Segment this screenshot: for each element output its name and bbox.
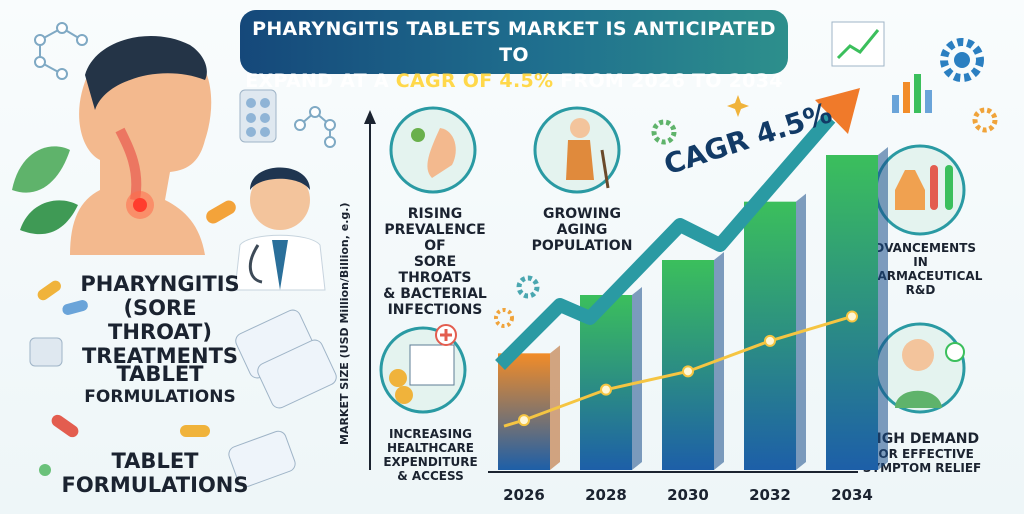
mini-line-chart-icon: [831, 21, 885, 67]
headline-banner: PHARYNGITIS TABLETS MARKET IS ANTICIPATE…: [240, 10, 788, 92]
bar-2026: [498, 353, 550, 470]
blister-pack-icon: [228, 309, 337, 488]
trend-point-2032: [764, 334, 776, 347]
driver-label-line: EXPENDITURE: [383, 455, 478, 469]
x-tick-2034: 2034: [831, 486, 873, 504]
driver-label-line: & BACTERIAL: [383, 286, 487, 302]
y-axis-label: MARKET SIZE (USD Million/Billion, e.g.): [338, 202, 351, 446]
treatments-label: PHARYNGITIS (SORE THROAT) TREATMENTS: [75, 272, 245, 368]
driver-label-line: AGING: [556, 222, 608, 238]
gear-icon: [651, 119, 677, 145]
leaf-icon: [12, 146, 70, 193]
bar-side-2028: [632, 287, 642, 470]
treatments-label-line: TREATMENTS: [81, 344, 239, 368]
molecule-icon: [294, 106, 336, 148]
headline-cagr-highlight: CAGR OF 4.5%: [395, 70, 554, 92]
y-axis-arrowhead: [364, 110, 376, 124]
headline-line-1: PHARYNGITIS TABLETS MARKET IS ANTICIPATE…: [252, 18, 776, 66]
x-tick-2028: 2028: [585, 486, 627, 504]
driver-label-line: PREVALENCE OF: [384, 222, 486, 254]
headline-line-2-pre: EXPAND AT A: [245, 70, 396, 92]
treatments-label-line: PHARYNGITIS: [80, 272, 240, 296]
driver-label-line: FOR EFFECTIVE: [870, 447, 974, 461]
growth-arrow-head: [815, 88, 860, 134]
driver-label-line: INFECTIONS: [387, 302, 483, 318]
driver-label-line: SYMPTOM RELIEF: [862, 461, 982, 475]
leaf-icon: [20, 200, 78, 235]
trend-point-2028: [600, 383, 612, 396]
driver-label-line: HIGH DEMAND: [864, 431, 980, 447]
gear-icon: [494, 308, 514, 328]
headline-line-2-post: FROM 2026 TO 2034: [553, 70, 783, 92]
driver-label-line: POPULATION: [531, 238, 633, 254]
driver-aging-population: GROWING AGING POPULATION: [527, 206, 637, 254]
driver-label-line: HEALTHCARE: [387, 441, 474, 455]
trend-point-2030: [682, 365, 694, 378]
molecule-icon: [34, 22, 88, 80]
doctor-icon: [234, 167, 326, 291]
driver-label-line: SORE THROATS: [398, 254, 472, 286]
tablet-formulations-label-a: TABLET FORMULATIONS: [80, 362, 240, 408]
treatments-label-line: (SORE THROAT): [108, 296, 212, 344]
x-tick-2030: 2030: [667, 486, 709, 504]
gear-icon: [516, 275, 540, 299]
driver-rising-prevalence: RISING PREVALENCE OF SORE THROATS & BACT…: [375, 206, 495, 318]
mini-bar-chart-icon: [892, 74, 932, 113]
driver-label-line: ADVANCEMENTS IN: [864, 241, 977, 269]
tablet-label-line: TABLET: [116, 362, 204, 386]
driver-label-line: R&D: [905, 283, 936, 297]
gear-icon: [972, 107, 998, 133]
tablet-label-line: FORMULATIONS: [61, 473, 249, 497]
tablet-label-line: TABLET: [111, 449, 199, 473]
tablet-label-line: FORMULATIONS: [84, 387, 236, 407]
driver-label-line: RISING: [407, 206, 463, 222]
trend-point-2034: [846, 310, 858, 323]
headline-line-2: EXPAND AT A CAGR OF 4.5% FROM 2026 TO 20…: [240, 68, 788, 94]
x-tick-2032: 2032: [749, 486, 791, 504]
driver-label-line: PHARMACEUTICAL: [858, 269, 983, 283]
driver-label-line: INCREASING: [388, 427, 473, 441]
sparkle-icon: [727, 95, 749, 117]
tablet-formulations-label-b: TABLET FORMULATIONS: [60, 449, 250, 497]
capsule-icon: [206, 200, 236, 224]
bacteria-icon: [411, 128, 425, 142]
gear-icon: [940, 38, 984, 82]
driver-healthcare-expenditure: INCREASING HEALTHCARE EXPENDITURE & ACCE…: [378, 427, 483, 483]
x-tick-2026: 2026: [503, 486, 545, 504]
driver-label-line: GROWING: [542, 206, 622, 222]
trend-point-2026: [518, 414, 530, 427]
bar-side-2034: [878, 147, 888, 470]
patient-icon: [70, 36, 212, 255]
growth-arrow: [495, 113, 836, 370]
blister-pack-icon: [239, 89, 277, 143]
driver-pharma-rnd: ADVANCEMENTS IN PHARMACEUTICAL R&D: [858, 241, 983, 297]
pills-icon: [29, 280, 210, 476]
driver-label-line: & ACCESS: [397, 469, 464, 483]
driver-high-demand: HIGH DEMAND FOR EFFECTIVE SYMPTOM RELIEF: [858, 431, 986, 475]
